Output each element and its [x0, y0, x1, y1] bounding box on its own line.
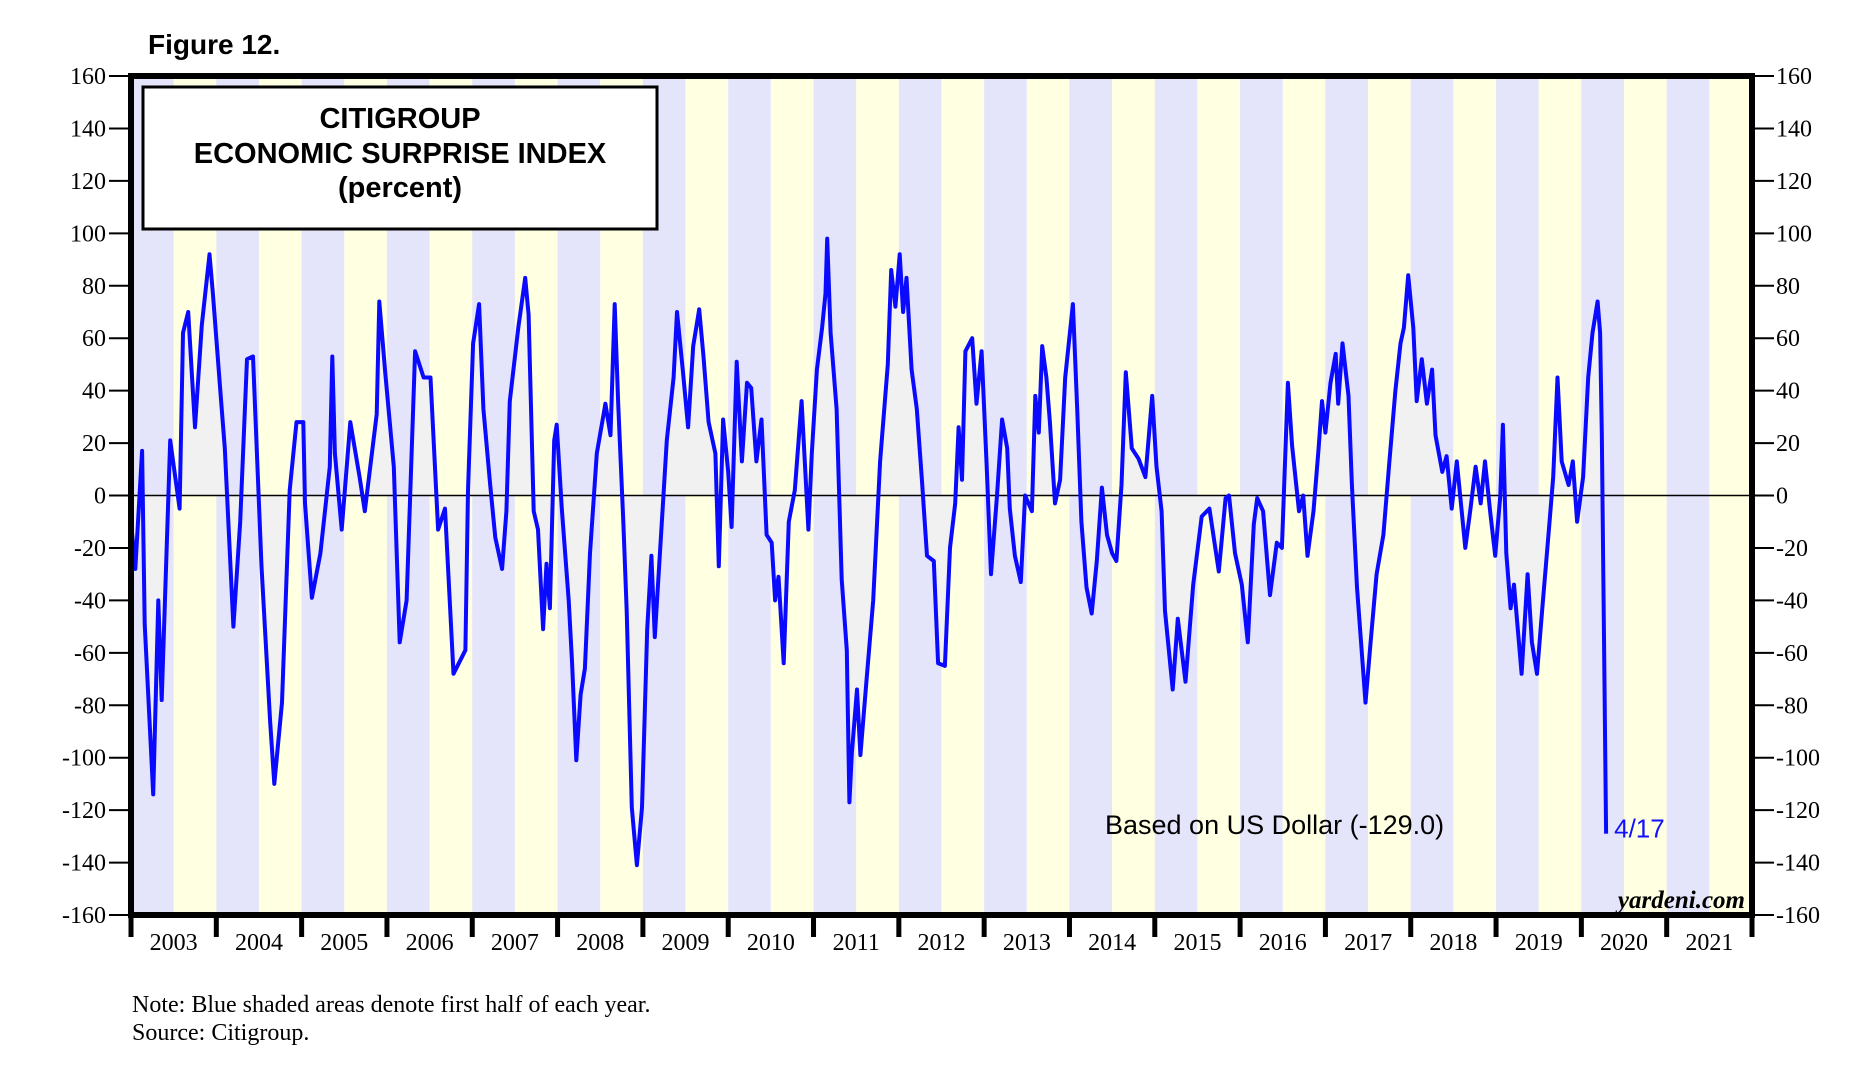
y-tick-label-left: 60 — [82, 326, 106, 352]
y-tick-label-right: 100 — [1776, 221, 1812, 247]
x-tick-label: 2004 — [235, 930, 283, 956]
x-tick-label: 2012 — [918, 930, 966, 956]
y-tick-label-left: 40 — [82, 379, 106, 405]
x-tick-label: 2015 — [1173, 930, 1221, 956]
x-tick-label: 2011 — [833, 930, 880, 956]
y-tick-label-left: 20 — [82, 431, 106, 457]
y-tick-label-right: 0 — [1776, 484, 1788, 510]
y-tick-label-left: -20 — [74, 536, 106, 562]
y-tick-label-left: 140 — [70, 116, 106, 142]
y-tick-label-left: -60 — [74, 641, 106, 667]
title-box: CITIGROUP ECONOMIC SURPRISE INDEX (perce… — [141, 85, 659, 231]
x-tick-label: 2007 — [491, 930, 539, 956]
x-tick-label: 2019 — [1515, 930, 1563, 956]
area-fill — [130, 238, 1607, 866]
x-tick-label: 2013 — [1003, 930, 1051, 956]
y-tick-label-right: 60 — [1776, 326, 1800, 352]
x-tick-label: 2008 — [576, 930, 624, 956]
y-tick-label-right: -140 — [1776, 851, 1820, 877]
annotation-based-on-usd: Based on US Dollar (-129.0) — [1105, 810, 1444, 840]
x-tick-label: 2006 — [406, 930, 454, 956]
end-date-label: 4/17 — [1614, 814, 1665, 844]
y-tick-label-right: 120 — [1776, 169, 1812, 195]
footer-source: Source: Citigroup. — [132, 1020, 309, 1046]
x-tick-label: 2009 — [662, 930, 710, 956]
y-tick-label-right: 80 — [1776, 274, 1800, 300]
title-line-2: ECONOMIC SURPRISE INDEX — [194, 138, 607, 170]
x-tick-label: 2017 — [1344, 930, 1392, 956]
y-tick-label-right: -100 — [1776, 746, 1820, 772]
y-axis-left: 160 140 120 100 80 60 40 20 0 -20 -40 -60 -80 -100 -12… — [62, 64, 131, 929]
x-tick-label: 2016 — [1259, 930, 1307, 956]
y-tick-label-right: -120 — [1776, 798, 1820, 824]
y-tick-label-left: 120 — [70, 169, 106, 195]
y-axis-right: 160 140 120 100 80 60 40 20 0 -20 -40 -60 -80 -100 -12… — [1752, 64, 1820, 929]
y-tick-label-right: 40 — [1776, 379, 1800, 405]
x-tick-label: 2018 — [1429, 930, 1477, 956]
title-line-3: (percent) — [338, 172, 462, 204]
x-tick-label: 2021 — [1685, 930, 1733, 956]
series-line-esi — [128, 236, 1609, 868]
y-tick-label-left: -40 — [74, 588, 106, 614]
y-tick-label-right: -80 — [1776, 693, 1808, 719]
y-tick-label-left: 100 — [70, 221, 106, 247]
x-tick-label: 2010 — [747, 930, 795, 956]
plot-frame — [128, 73, 1755, 918]
figure-label: Figure 12. — [148, 29, 280, 60]
x-axis: 2003 2004 2005 2006 2007 2008 2009 2010 2011 2012… — [128, 915, 1755, 956]
x-tick-label: 2003 — [150, 930, 198, 956]
y-tick-label-left: 0 — [94, 484, 106, 510]
y-tick-label-right: -40 — [1776, 588, 1808, 614]
y-tick-label-left: -140 — [62, 851, 106, 877]
y-tick-label-left: -160 — [62, 903, 106, 929]
y-tick-label-left: -120 — [62, 798, 106, 824]
x-tick-label: 2005 — [320, 930, 368, 956]
y-tick-label-right: 160 — [1776, 64, 1812, 90]
x-tick-label: 2014 — [1088, 930, 1136, 956]
y-tick-label-right: 20 — [1776, 431, 1800, 457]
watermark-yardeni: yardeni.com — [1615, 887, 1745, 914]
y-tick-label-right: -20 — [1776, 536, 1808, 562]
y-tick-label-left: -100 — [62, 746, 106, 772]
title-line-1: CITIGROUP — [319, 103, 480, 135]
y-tick-label-left: -80 — [74, 693, 106, 719]
y-tick-label-right: -160 — [1776, 903, 1820, 929]
footer-note: Note: Blue shaded areas denote first hal… — [132, 992, 650, 1018]
x-tick-label: 2020 — [1600, 930, 1648, 956]
y-tick-label-left: 80 — [82, 274, 106, 300]
y-tick-label-right: -60 — [1776, 641, 1808, 667]
y-tick-label-right: 140 — [1776, 116, 1812, 142]
y-tick-label-left: 160 — [70, 64, 106, 90]
